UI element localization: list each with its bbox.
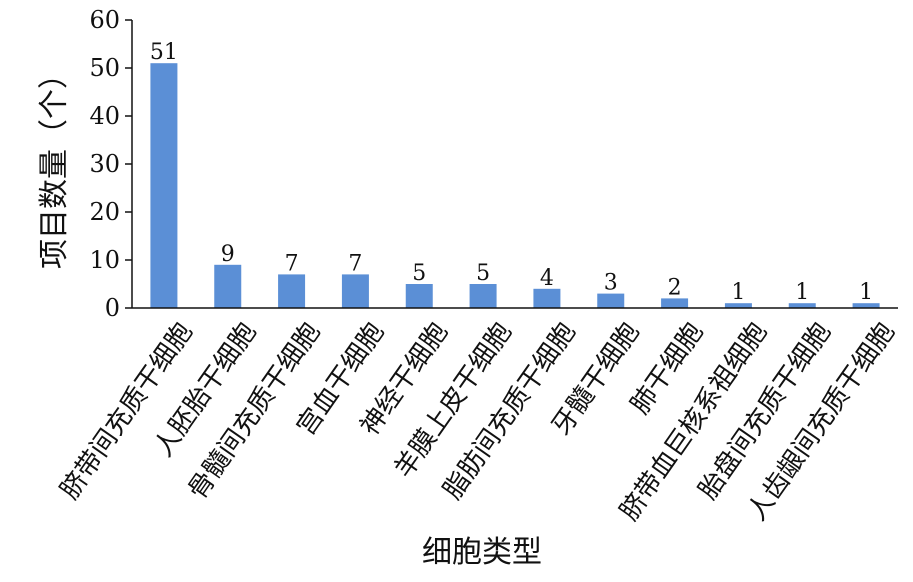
- bar-7: [533, 288, 561, 308]
- data-label: 7: [285, 251, 299, 276]
- data-label: 2: [668, 275, 682, 300]
- y-tick-label: 60: [89, 6, 120, 34]
- y-tick-label: 50: [89, 54, 120, 82]
- x-axis-title: 细胞类型: [422, 535, 542, 570]
- data-label: 5: [476, 261, 490, 286]
- x-labels-group: 脐带间充质干细胞人胚胎干细胞骨髓间充质干细胞宫血干细胞神经干细胞羊膜上皮干细胞脂…: [55, 317, 901, 526]
- bars-group: [150, 63, 880, 309]
- y-tick-label: 30: [89, 150, 120, 178]
- data-label: 9: [221, 242, 235, 267]
- y-tick-label: 10: [89, 246, 120, 274]
- bar-9: [661, 298, 689, 308]
- data-label: 1: [795, 280, 809, 305]
- data-label: 4: [540, 266, 554, 291]
- data-label: 5: [412, 261, 426, 286]
- bar-10: [724, 303, 752, 308]
- data-label: 7: [348, 251, 362, 276]
- bar-2: [214, 264, 242, 308]
- y-axis-title: 项目数量（个）: [37, 59, 72, 269]
- bar-1: [150, 63, 178, 309]
- y-tick-label: 20: [89, 198, 120, 226]
- bar-6: [469, 284, 497, 308]
- bar-3: [278, 274, 306, 308]
- data-label: 3: [604, 271, 618, 296]
- data-label: 1: [859, 280, 873, 305]
- bar-5: [405, 284, 433, 308]
- y-tick-label: 40: [89, 102, 120, 130]
- bar-12: [852, 303, 880, 308]
- data-label: 1: [731, 280, 745, 305]
- data-labels-group: 51 9 7 7 5 5 4 3 2 1 1 1: [150, 40, 873, 305]
- y-tick-label: 0: [105, 294, 120, 322]
- bar-4: [341, 274, 369, 308]
- bar-8: [597, 293, 625, 308]
- y-ticks-group: 0 10 20 30 40 50 60: [89, 6, 132, 322]
- data-label: 51: [150, 40, 178, 65]
- bar-11: [788, 303, 816, 308]
